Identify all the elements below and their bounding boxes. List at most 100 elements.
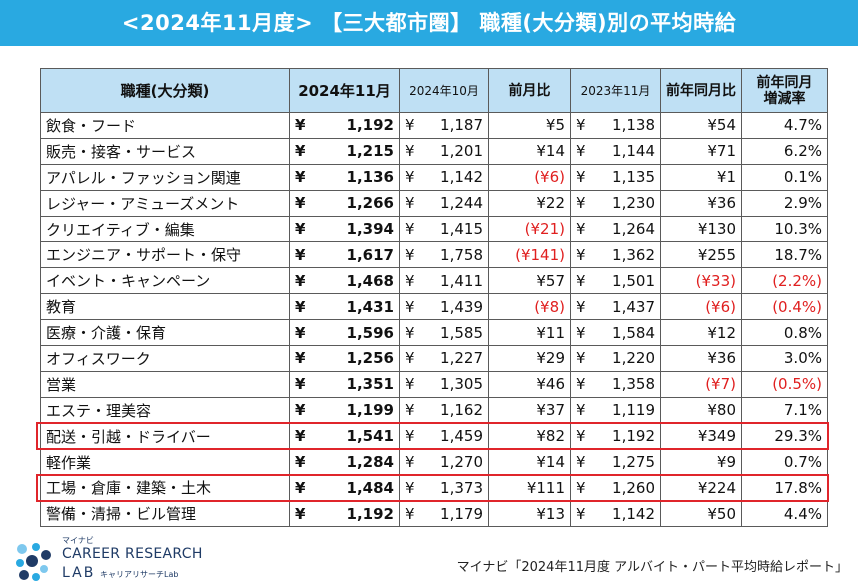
cell-yoy: ¥349: [660, 422, 742, 450]
cell-prev-month-value: 1,270: [440, 453, 483, 472]
table-row: 医療・介護・保育 ¥1,596 ¥1,585 ¥11 ¥1,584 ¥12 0.8%: [40, 319, 828, 347]
yen-symbol: ¥: [576, 168, 586, 187]
cell-yoy: ¥12: [660, 319, 742, 347]
cell-prev-year: ¥1,362: [570, 241, 661, 269]
cell-current: ¥1,256: [289, 345, 400, 372]
cell-prev-year-value: 1,264: [612, 220, 655, 238]
cell-category: 販売・接客・サービス: [40, 137, 290, 165]
header-prev-month: 2024年10月: [399, 68, 489, 113]
cell-prev-month-value: 1,411: [440, 271, 483, 290]
cell-prev-year-value: 1,135: [612, 168, 655, 187]
yen-symbol: ¥: [405, 478, 415, 497]
cell-prev-year: ¥1,260: [570, 474, 661, 502]
yen-symbol: ¥: [576, 220, 586, 238]
cell-prev-year-value: 1,275: [612, 453, 655, 472]
cell-current-value: 1,284: [346, 453, 394, 472]
header-yoy-rate-line1: 前年同月: [756, 74, 813, 91]
cell-yoy-rate: 4.7%: [741, 112, 828, 139]
cell-current-value: 1,192: [346, 116, 394, 135]
table-row: クリエイティブ・編集 ¥1,394 ¥1,415 (¥21) ¥1,264 ¥130 10.…: [40, 215, 828, 243]
cell-yoy-rate: 17.8%: [741, 474, 828, 502]
cell-mom: ¥11: [488, 319, 571, 347]
cell-prev-month: ¥1,244: [399, 189, 489, 217]
cell-prev-year-value: 1,144: [612, 142, 655, 161]
cell-prev-month-value: 1,758: [440, 245, 483, 264]
cell-current: ¥1,215: [289, 137, 400, 165]
cell-category: 軽作業: [40, 448, 290, 476]
cell-prev-year-value: 1,584: [612, 323, 655, 342]
yen-symbol: ¥: [295, 271, 306, 290]
cell-yoy: ¥71: [660, 137, 742, 165]
header-category: 職種(大分類): [40, 68, 290, 113]
yen-symbol: ¥: [295, 220, 306, 238]
cell-prev-month: ¥1,270: [399, 448, 489, 476]
cell-prev-year: ¥1,437: [570, 293, 661, 321]
table-row: 配送・引越・ドライバー ¥1,541 ¥1,459 ¥82 ¥1,192 ¥349 29.3…: [40, 422, 828, 450]
cell-prev-year: ¥1,264: [570, 215, 661, 243]
cell-yoy: ¥9: [660, 448, 742, 476]
cell-category: 医療・介護・保育: [40, 319, 290, 347]
table-row: エンジニア・サポート・保守 ¥1,617 ¥1,758 (¥141) ¥1,362 ¥25…: [40, 241, 828, 269]
cell-prev-month-value: 1,227: [440, 349, 483, 368]
cell-prev-month-value: 1,201: [440, 142, 483, 161]
logo-small-text: マイナビ: [62, 536, 94, 545]
cell-prev-year-value: 1,362: [612, 245, 655, 264]
cell-mom: ¥14: [488, 137, 571, 165]
yen-symbol: ¥: [405, 349, 415, 368]
yen-symbol: ¥: [295, 504, 306, 523]
yen-symbol: ¥: [295, 194, 306, 213]
cell-yoy: ¥130: [660, 215, 742, 243]
chart-title: <2024年11月度> 【三大都市圏】 職種(大分類)別の平均時給: [121, 11, 737, 35]
cell-prev-month: ¥1,227: [399, 345, 489, 372]
cell-prev-year: ¥1,358: [570, 370, 661, 398]
cell-prev-year: ¥1,192: [570, 422, 661, 450]
cell-yoy: (¥33): [660, 267, 742, 295]
cell-current-value: 1,596: [346, 323, 394, 342]
logo-kana-text: キャリアリサーチLab: [100, 570, 179, 579]
cell-category: 飲食・フード: [40, 112, 290, 139]
yen-symbol: ¥: [405, 504, 415, 523]
cell-mom: ¥111: [488, 474, 571, 502]
cell-prev-month: ¥1,179: [399, 500, 489, 528]
cell-category: 教育: [40, 293, 290, 321]
cell-prev-month-value: 1,244: [440, 194, 483, 213]
cell-yoy-rate: 4.4%: [741, 500, 828, 528]
yen-symbol: ¥: [295, 427, 306, 446]
cell-yoy: ¥54: [660, 112, 742, 139]
cell-prev-year-value: 1,437: [612, 297, 655, 316]
yen-symbol: ¥: [295, 297, 306, 316]
yen-symbol: ¥: [405, 271, 415, 290]
cell-prev-year-value: 1,230: [612, 194, 655, 213]
table-row: 工場・倉庫・建築・土木 ¥1,484 ¥1,373 ¥111 ¥1,260 ¥224 17.…: [40, 474, 828, 502]
cell-yoy-rate: (2.2%): [741, 267, 828, 295]
cell-prev-month: ¥1,162: [399, 396, 489, 424]
yen-symbol: ¥: [295, 349, 306, 368]
cell-current-value: 1,351: [346, 375, 394, 394]
cell-prev-year: ¥1,501: [570, 267, 661, 295]
cell-category: クリエイティブ・編集: [40, 215, 290, 243]
cell-yoy-rate: 0.8%: [741, 319, 828, 347]
cell-current-value: 1,484: [346, 478, 394, 497]
cell-prev-year-value: 1,358: [612, 375, 655, 394]
cell-prev-year-value: 1,260: [612, 478, 655, 497]
yen-symbol: ¥: [576, 245, 586, 264]
cell-mom: ¥82: [488, 422, 571, 450]
cell-current-value: 1,468: [346, 271, 394, 290]
header-yoy-rate: 前年同月 増減率: [741, 68, 828, 113]
cell-mom: ¥29: [488, 345, 571, 372]
cell-prev-month-value: 1,142: [440, 168, 483, 187]
header-prev-year: 2023年11月: [570, 68, 661, 113]
cell-category: オフィスワーク: [40, 345, 290, 372]
cell-prev-year: ¥1,275: [570, 448, 661, 476]
cell-mom: ¥37: [488, 396, 571, 424]
yen-symbol: ¥: [576, 194, 586, 213]
cell-prev-year: ¥1,584: [570, 319, 661, 347]
cell-current: ¥1,136: [289, 163, 400, 191]
cell-mom: ¥57: [488, 267, 571, 295]
yen-symbol: ¥: [295, 401, 306, 420]
wage-table: 職種(大分類) 2024年11月 2024年10月 前月比 2023年11月 前…: [40, 68, 828, 528]
cell-prev-year: ¥1,220: [570, 345, 661, 372]
cell-category: アパレル・ファッション関連: [40, 163, 290, 191]
cell-mom: (¥21): [488, 215, 571, 243]
yen-symbol: ¥: [405, 194, 415, 213]
